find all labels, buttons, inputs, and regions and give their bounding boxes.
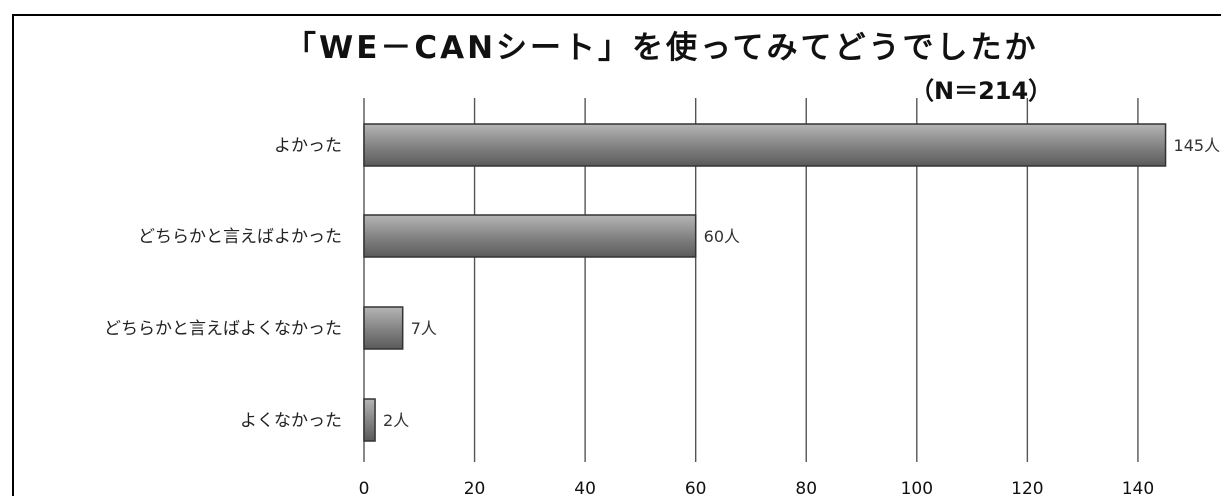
x-axis-ticks: 0 20 40 60 80 100 120 140 [359,479,1155,498]
x-tick-label: 20 [464,479,486,498]
data-label: 2人 [383,411,409,430]
gridlines [363,98,1139,462]
data-labels: 145人 60人 7人 2人 [383,136,1220,430]
category-label: どちらかと言えばよくなかった [104,319,342,339]
x-tick-label: 40 [574,479,596,498]
data-label: 7人 [411,319,437,338]
category-label: よくなかった [240,411,342,431]
bars [363,123,1167,442]
data-label: 145人 [1174,136,1221,155]
chart-subtitle: （N＝214） [910,77,1052,105]
data-label: 60人 [704,227,740,246]
x-tick-label: 0 [359,479,370,498]
bar [363,123,1167,167]
bar [363,214,697,258]
x-tick-label: 120 [1011,479,1043,498]
category-label: よかった [274,136,342,156]
x-tick-label: 60 [685,479,707,498]
x-tick-label: 100 [901,479,933,498]
chart-frame [12,14,1221,496]
category-label: どちらかと言えばよかった [138,227,342,247]
bar [363,398,376,442]
x-tick-label: 80 [795,479,817,498]
chart-title: 「WE－CANシート」を使ってみてどうでしたか [285,30,1039,66]
x-tick-label: 140 [1122,479,1154,498]
bar [363,306,404,350]
